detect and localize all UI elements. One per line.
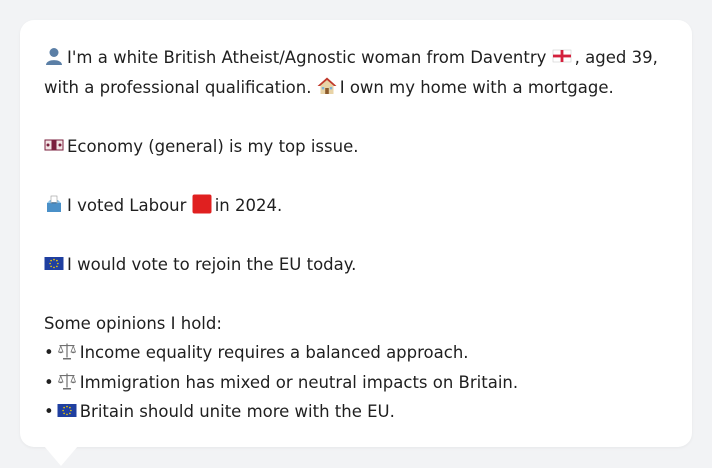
vote-line: I voted Labour in 2024. [44,191,668,221]
money-banknote-icon [44,135,64,155]
top-issue-line: Economy (general) is my top issue. [44,132,668,162]
vote-text-b: in 2024. [214,195,283,215]
eu-line: I would vote to rejoin the EU today. [44,250,668,280]
intro-paragraph: I'm a white British Atheist/Agnostic wom… [44,43,668,102]
opinion-item: • Immigration has mixed or neutral impac… [44,368,668,398]
eu-text: I would vote to rejoin the EU today. [67,254,357,274]
opinion-text: Immigration has mixed or neutral impacts… [79,372,519,392]
eu-flag-icon [57,400,77,420]
bullet: • [44,402,54,421]
speech-bubble-pointer [44,446,78,466]
profile-card: I'm a white British Atheist/Agnostic wom… [20,20,692,447]
intro-text-c: with a professional qualification. [44,77,312,97]
vote-text-a: I voted Labour [67,195,187,215]
intro-text-b: , aged 39, [574,48,658,67]
bullet: • [44,372,54,392]
balance-scale-icon [57,341,77,361]
bust-silhouette-icon [44,46,64,66]
england-flag-icon [552,46,572,66]
opinion-text: Income equality requires a balanced appr… [79,343,469,362]
red-square-icon [192,194,212,214]
house-icon [317,76,337,96]
ballot-box-icon [44,194,64,214]
intro-text-a: I'm a white British Atheist/Agnostic wom… [67,48,547,67]
intro-text-d: I own my home with a mortgage. [339,77,614,97]
bullet: • [44,343,54,362]
opinion-item: • Britain should unite more with the EU. [44,397,668,427]
opinions-heading: Some opinions I hold: [44,313,222,333]
opinion-text: Britain should unite more with the EU. [79,402,395,421]
opinion-item: • Income equality requires a balanced ap… [44,338,668,368]
eu-flag-icon [44,253,64,273]
balance-scale-icon [57,371,77,391]
top-issue-text: Economy (general) is my top issue. [67,136,359,156]
